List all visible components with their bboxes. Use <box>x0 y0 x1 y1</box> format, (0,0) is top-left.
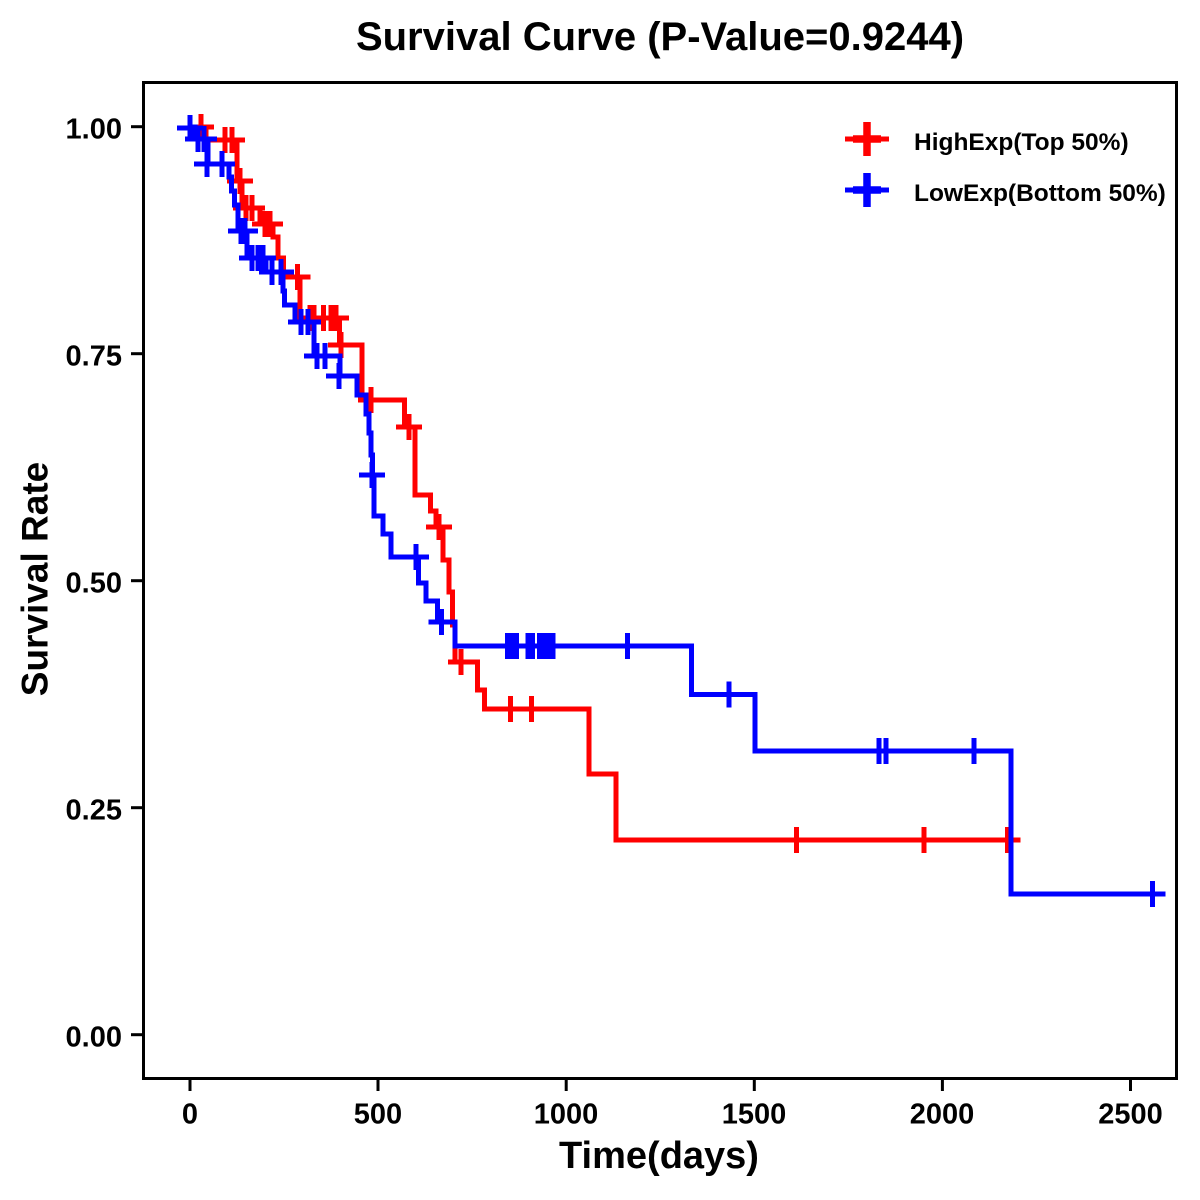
svg-text:500: 500 <box>354 1099 402 1131</box>
svg-text:0.00: 0.00 <box>66 1022 122 1054</box>
svg-text:Survival Rate: Survival Rate <box>15 462 56 696</box>
svg-text:1500: 1500 <box>722 1099 787 1131</box>
svg-text:0.75: 0.75 <box>66 341 122 373</box>
svg-text:1000: 1000 <box>534 1099 599 1131</box>
svg-text:Survival Curve (P-Value=0.9244: Survival Curve (P-Value=0.9244) <box>356 15 964 59</box>
svg-text:LowExp(Bottom 50%): LowExp(Bottom 50%) <box>914 180 1166 207</box>
svg-text:HighExp(Top 50%): HighExp(Top 50%) <box>914 129 1129 156</box>
svg-text:2500: 2500 <box>1098 1099 1163 1131</box>
svg-text:0: 0 <box>182 1099 198 1131</box>
svg-text:1.00: 1.00 <box>66 114 122 146</box>
svg-text:0.50: 0.50 <box>66 568 122 600</box>
svg-text:Time(days): Time(days) <box>559 1135 759 1177</box>
svg-text:0.25: 0.25 <box>66 795 122 827</box>
svg-text:2000: 2000 <box>910 1099 975 1131</box>
